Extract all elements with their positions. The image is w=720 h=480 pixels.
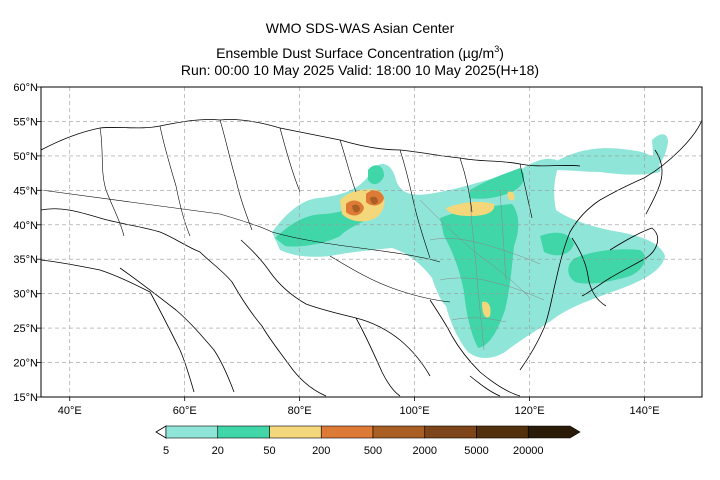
lon-tick-label: 100°E bbox=[400, 405, 430, 417]
lon-tick-label: 120°E bbox=[515, 405, 545, 417]
colorbar-extend-min bbox=[155, 425, 167, 439]
colorbar-segment bbox=[476, 425, 529, 439]
colorbar-segment bbox=[269, 425, 322, 439]
title-line-2-prefix: Ensemble Dust Surface Concentration ( bbox=[216, 45, 463, 61]
colorbar-level-label: 20000 bbox=[513, 445, 544, 457]
lat-tick-label: 55°N bbox=[13, 116, 38, 128]
lat-tick-label: 15°N bbox=[13, 392, 38, 404]
country-borders bbox=[41, 119, 533, 303]
dust-field-500-2000 bbox=[352, 196, 378, 213]
lon-tick-label: 40°E bbox=[58, 405, 82, 417]
colorbar-level-label: 5 bbox=[163, 445, 169, 457]
lat-tick-label: 60°N bbox=[13, 82, 38, 94]
lon-tick-label: 60°E bbox=[173, 405, 197, 417]
lat-tick-label: 35°N bbox=[13, 254, 38, 266]
lon-tick-label: 140°E bbox=[629, 405, 659, 417]
title-line-2-unit: µg/m bbox=[462, 45, 495, 61]
title-line-2-unit-sup: 3 bbox=[494, 44, 500, 54]
colorbar-segment bbox=[424, 425, 477, 439]
colorbar-level-label: 200 bbox=[312, 445, 330, 457]
colorbar-segment bbox=[217, 425, 270, 439]
title-line-3: Run: 00:00 10 May 2025 Valid: 18:00 10 M… bbox=[180, 62, 540, 78]
colorbar-segment bbox=[527, 425, 581, 439]
title-line-2-suffix: ) bbox=[499, 45, 504, 61]
run-valid-time: Run: 00:00 10 May 2025 Valid: 18:00 10 M… bbox=[0, 61, 720, 79]
map-frame bbox=[40, 86, 703, 398]
map-subtitle: Ensemble Dust Surface Concentration (µg/… bbox=[0, 40, 720, 62]
latitude-labels: 15°N 20°N 25°N 30°N 35°N 40°N 45°N 50°N 55°N 60°N bbox=[13, 82, 41, 404]
province-borders bbox=[419, 189, 545, 351]
colorbar-level-label: 20 bbox=[212, 445, 224, 457]
lat-tick-label: 50°N bbox=[13, 151, 38, 163]
longitude-labels: 40°E 60°E 80°E 100°E 120°E 140°E bbox=[58, 397, 660, 417]
lon-tick-label: 80°E bbox=[288, 405, 312, 417]
title-line-1: WMO SDS-WAS Asian Center bbox=[265, 20, 455, 36]
coastlines-borders bbox=[41, 119, 702, 397]
colorbar-level-label: 2000 bbox=[413, 445, 437, 457]
map-gridlines bbox=[41, 87, 702, 397]
colorbar-segment bbox=[165, 425, 219, 439]
lat-tick-label: 30°N bbox=[13, 289, 38, 301]
lat-tick-label: 25°N bbox=[13, 323, 38, 335]
colorbar-level-label: 50 bbox=[263, 445, 275, 457]
colorbar-segment bbox=[372, 425, 426, 439]
lat-tick-label: 40°N bbox=[13, 220, 38, 232]
colorbar: 5 20 50 200 500 2000 5000 20000 bbox=[155, 425, 581, 457]
colorbar-level-label: 5000 bbox=[464, 445, 488, 457]
map-area bbox=[41, 119, 702, 397]
lat-tick-label: 20°N bbox=[13, 358, 38, 370]
map-title: WMO SDS-WAS Asian Center bbox=[0, 19, 720, 37]
lat-tick-label: 45°N bbox=[13, 185, 38, 197]
colorbar-segment bbox=[320, 425, 374, 439]
colorbar-level-label: 500 bbox=[364, 445, 382, 457]
